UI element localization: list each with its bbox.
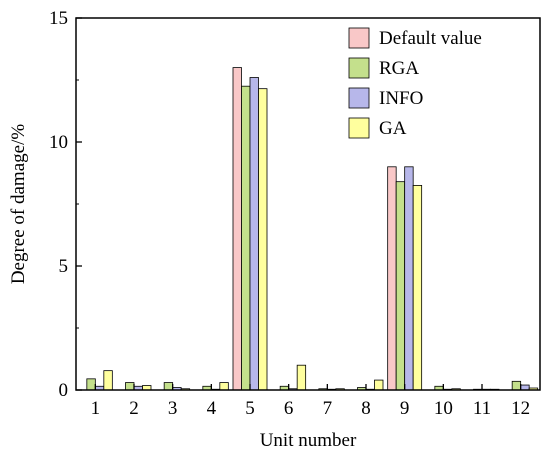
bar-default-value-unit-5 [232, 67, 242, 391]
bar-ga-unit-6 [296, 364, 307, 391]
legend-label-rga: RGA [379, 58, 419, 79]
y-tick-label: 15 [49, 8, 68, 29]
bar-info-unit-9 [404, 166, 414, 391]
x-tick-label: 10 [434, 398, 453, 419]
y-tick-label: 10 [49, 132, 68, 153]
y-tick-label: 5 [59, 256, 69, 277]
legend-label-default-value: Default value [379, 28, 482, 49]
bar-info-unit-5 [249, 77, 259, 391]
bar-rga-unit-5 [241, 85, 251, 391]
x-tick-label: 9 [400, 398, 410, 419]
bar-ga-unit-5 [258, 88, 268, 391]
x-tick-label: 8 [361, 398, 371, 419]
legend-label-info: INFO [379, 88, 423, 109]
bar-rga-unit-12 [511, 380, 522, 391]
bar-ga-unit-8 [374, 379, 384, 391]
legend-swatch-ga [348, 117, 370, 139]
x-tick-label: 12 [511, 398, 530, 419]
y-tick-label: 0 [59, 380, 69, 401]
bar-ga-unit-9 [412, 184, 423, 391]
x-axis-label: Unit number [260, 430, 357, 451]
legend-swatch-info [348, 87, 370, 109]
bar-ga-unit-4 [219, 382, 229, 391]
bar-rga-unit-3 [163, 382, 174, 391]
x-tick-label: 6 [284, 398, 294, 419]
bar-ga-unit-1 [103, 370, 113, 391]
x-tick-label: 4 [207, 398, 217, 419]
x-tick-label: 11 [473, 398, 491, 419]
bars-layer [86, 67, 539, 391]
y-axis-label: Degree of damage/% [8, 124, 29, 285]
bar-default-value-unit-9 [387, 166, 397, 391]
x-tick-label: 3 [168, 398, 178, 419]
x-tick-label: 5 [245, 398, 255, 419]
legend-swatch-rga [348, 57, 370, 79]
x-tick-label: 2 [129, 398, 139, 419]
legend: Default value RGA INFO GA [348, 27, 482, 139]
x-tick-label: 1 [91, 398, 101, 419]
bar-rga-unit-1 [86, 378, 96, 391]
legend-swatch-default-value [348, 27, 370, 49]
bar-rga-unit-9 [395, 181, 406, 391]
legend-label-ga: GA [379, 118, 407, 139]
x-tick-label: 7 [323, 398, 333, 419]
plot-frame [75, 17, 541, 391]
bar-rga-unit-2 [125, 382, 135, 391]
